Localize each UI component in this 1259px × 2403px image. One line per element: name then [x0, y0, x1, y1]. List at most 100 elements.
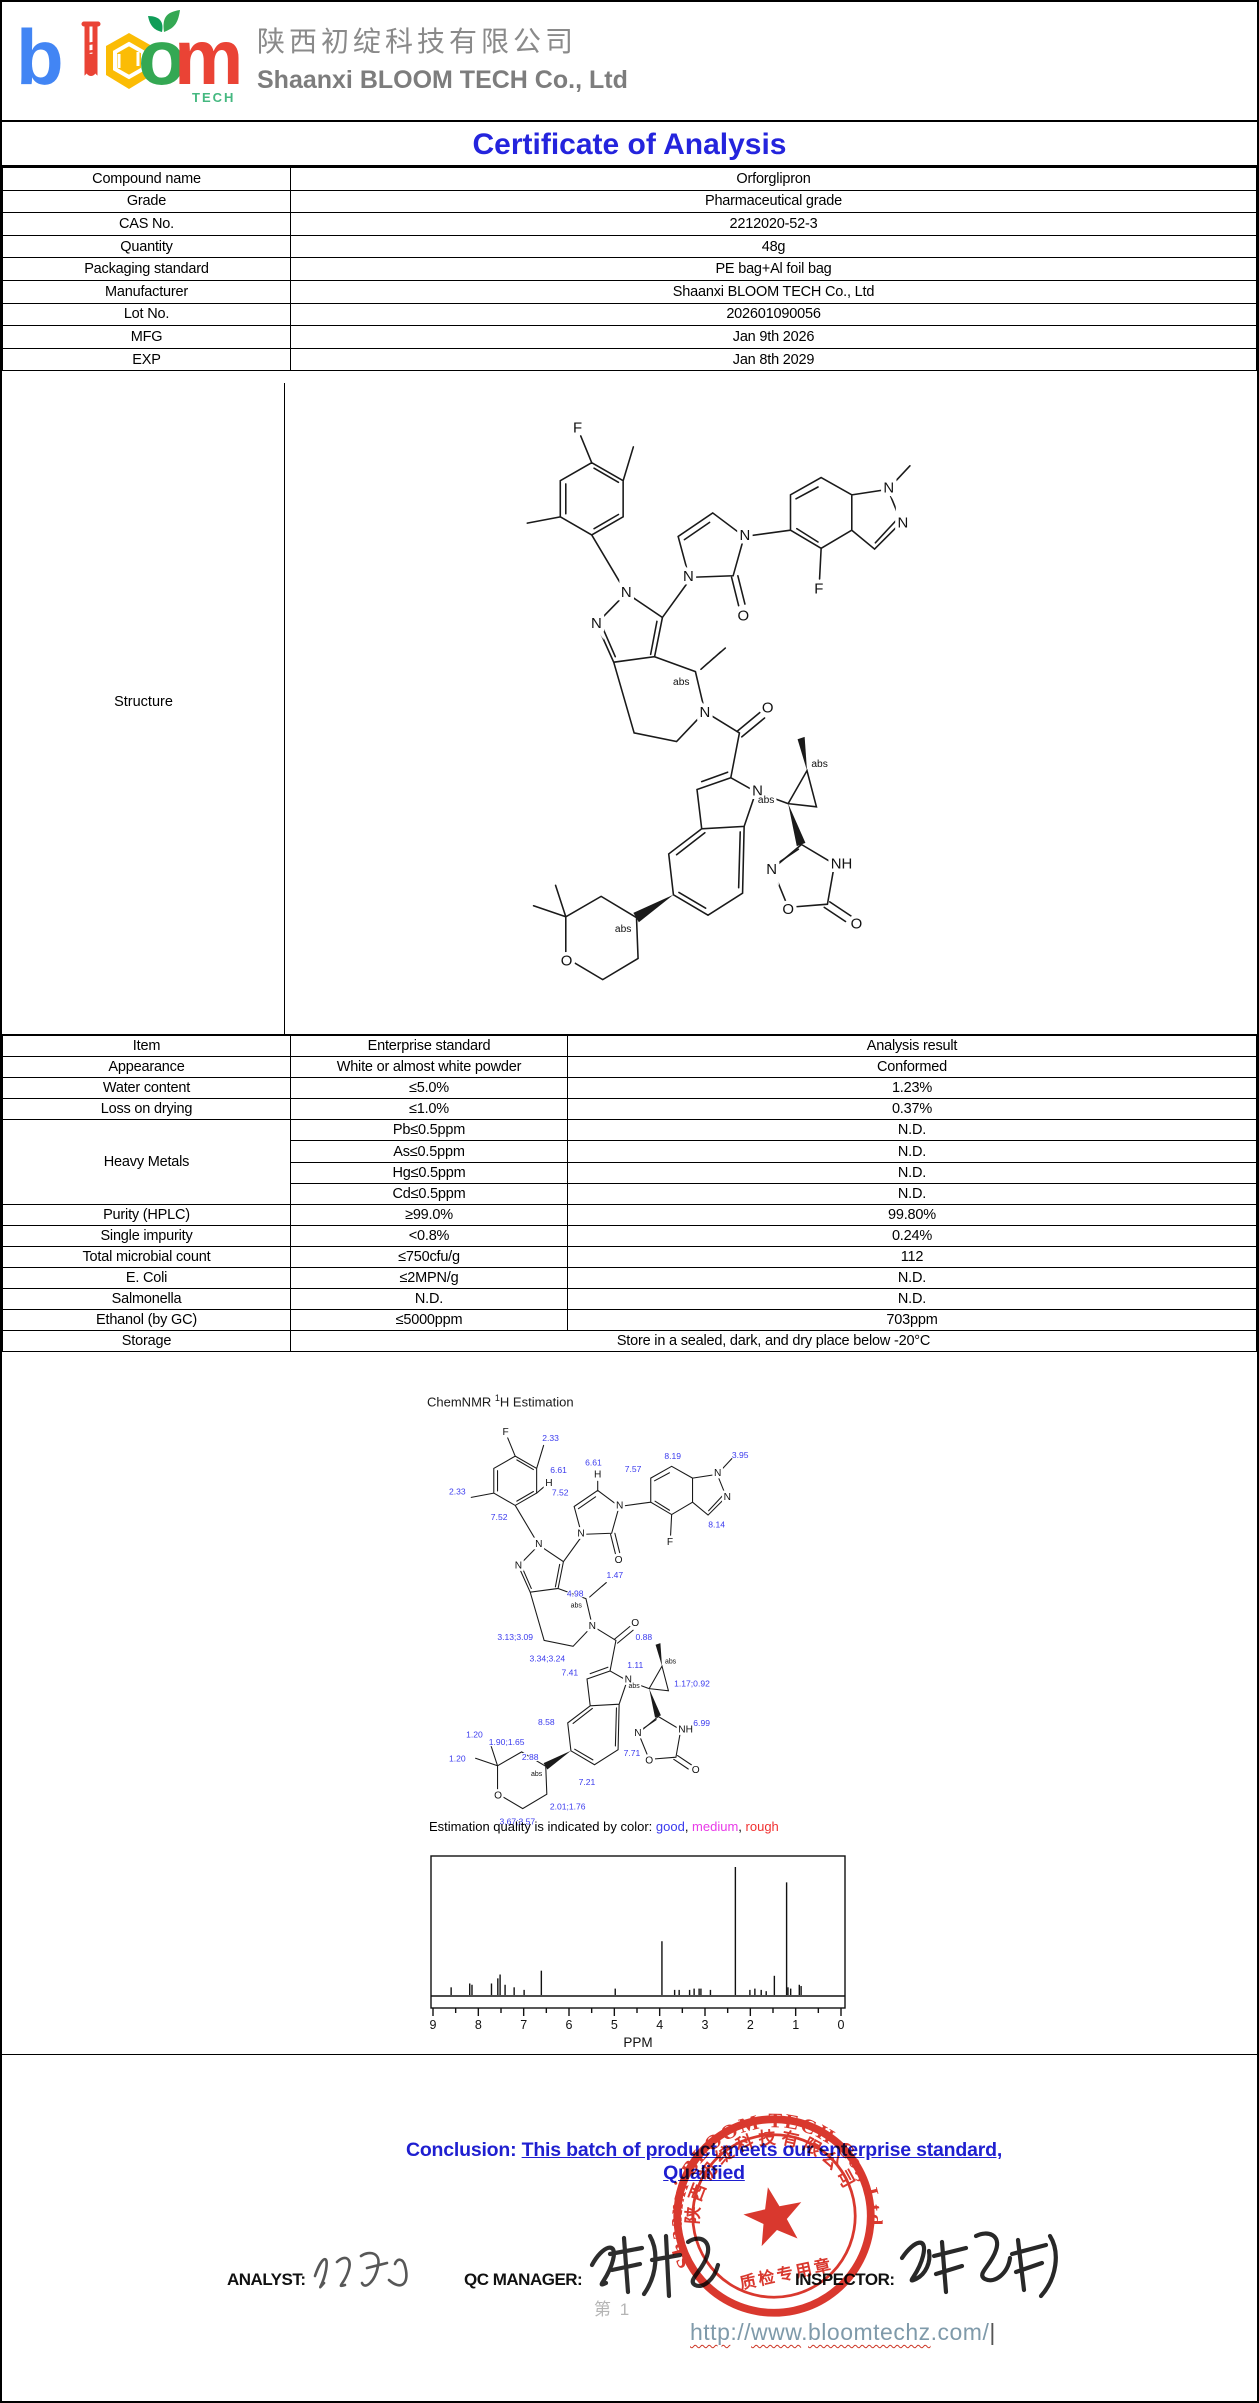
table-row: Quantity 48g	[2, 234, 1257, 259]
nmr-title-pre: ChemNMR	[427, 1394, 495, 1410]
nmr-title-post: H Estimation	[499, 1394, 574, 1410]
company-name-cn: 陕西初绽科技有限公司	[257, 26, 578, 57]
result-cell: N.D.	[567, 1267, 1257, 1290]
svg-text:9: 9	[430, 2018, 437, 2032]
item-cell: Appearance	[2, 1056, 291, 1079]
structure-label-cell: Structure	[2, 383, 285, 1034]
url-part: .com/	[930, 2319, 990, 2345]
svg-text:4: 4	[656, 2018, 663, 2032]
quality-good: good	[655, 1819, 685, 1834]
table-row: Manufacturer Shaanxi BLOOM TECH Co., Ltd	[2, 279, 1257, 304]
info-label: CAS No.	[2, 212, 291, 236]
table-row: Appearance White or almost white powder Co…	[2, 1056, 1257, 1079]
leaf-icon	[148, 10, 180, 32]
info-value: 202601090056	[290, 302, 1257, 327]
footer-url-link[interactable]: http://www.bloomtechz.com/|	[690, 2319, 996, 2346]
page-title: Certificate of Analysis	[472, 128, 787, 161]
standard-cell: Pb≤0.5ppm	[290, 1119, 568, 1142]
conclusion-label: Conclusion:	[405, 2139, 522, 2161]
company-name-en: Shaanxi BLOOM TECH Co., Ltd	[257, 66, 628, 94]
conclusion-section: Conclusion: This batch of product meets …	[2, 2055, 1257, 2399]
info-value: 2212020-52-3	[290, 212, 1257, 236]
logo-letter-m: m	[174, 13, 243, 101]
table-row: Water content ≤5.0% 1.23%	[2, 1077, 1257, 1100]
analysis-table: Item Enterprise standard Analysis result…	[2, 1034, 1257, 1353]
standard-cell: ≤1.0%	[290, 1098, 568, 1121]
structure-row: Structure	[2, 383, 1257, 1035]
standard-cell: N.D.	[290, 1288, 568, 1311]
info-value: Pharmaceutical grade	[290, 189, 1257, 214]
analyst-label: ANALYST:	[227, 2270, 306, 2289]
url-part: .	[801, 2319, 808, 2345]
spectrum-xlabel: PPM	[623, 2035, 652, 2050]
quality-sep: ,	[738, 1819, 746, 1834]
nmr-spectrum-chart: 9 8 7 6 5 4 3 2 1 0 PPM	[430, 1855, 846, 2050]
table-row: Heavy Metals Pb≤0.5ppm N.D.	[2, 1119, 1257, 1205]
table-row: Loss on drying ≤1.0% 0.37%	[2, 1098, 1257, 1121]
info-label: Quantity	[2, 234, 291, 259]
info-value: Shaanxi BLOOM TECH Co., Ltd	[290, 279, 1257, 304]
url-part: bloomtechz	[808, 2319, 931, 2345]
nmr-title: ChemNMR 1H Estimation	[427, 1393, 574, 1409]
estimation-quality-note: Estimation quality is indicated by color…	[429, 1819, 779, 1834]
table-row: Single impurity <0.8% 0.24%	[2, 1224, 1257, 1247]
result-cell: N.D.	[567, 1119, 1257, 1142]
bloom-tech-logo: b o m TECH	[16, 10, 243, 108]
logo-letter-b: b	[16, 13, 64, 101]
storage-value: Store in a sealed, dark, and dry place b…	[290, 1330, 1257, 1353]
col-header-result: Analysis result	[567, 1034, 1257, 1058]
structure-label: Structure	[114, 694, 173, 710]
conclusion-line: Conclusion: This batch of product meets …	[395, 2139, 1013, 2185]
standard-cell: ≤5.0%	[290, 1077, 568, 1100]
header: b o m TECH 陕西初绽科技有限公司 Shaanxi BLOOM TECH…	[2, 2, 1257, 120]
info-value: Jan 8th 2029	[290, 347, 1257, 372]
info-label: Grade	[2, 189, 291, 214]
standard-cell: ≤5000ppm	[290, 1309, 568, 1332]
company-seal-stamp: Shaanxi BLOOM TECH Co., Ltd 陕西初绽科技有限公司 质…	[644, 2089, 889, 2317]
standard-cell: ≥99.0%	[290, 1203, 568, 1226]
item-cell: Total microbial count	[2, 1245, 291, 1269]
standard-cell: White or almost white powder	[290, 1056, 568, 1079]
item-cell: Single impurity	[2, 1224, 291, 1247]
info-value: PE bag+Al foil bag	[290, 257, 1257, 281]
standard-cell: As≤0.5ppm	[290, 1140, 568, 1163]
table-row: EXP Jan 8th 2029	[2, 347, 1257, 372]
svg-text:8: 8	[475, 2018, 482, 2032]
standard-cell: Hg≤0.5ppm	[290, 1161, 568, 1184]
table-row: Hg≤0.5ppm N.D.	[3, 1161, 1257, 1184]
info-label: Packaging standard	[2, 257, 291, 281]
standard-cell: ≤750cfu/g	[290, 1245, 568, 1269]
result-cell: 99.80%	[567, 1203, 1257, 1226]
quality-pre: Estimation quality is indicated by color…	[429, 1819, 656, 1834]
svg-text:2: 2	[747, 2018, 754, 2032]
quality-medium: medium	[692, 1819, 739, 1834]
result-cell: 1.23%	[567, 1077, 1257, 1100]
stamp-bottom-text: 质检专用章	[738, 2255, 835, 2293]
standard-cell: ≤2MPN/g	[290, 1267, 568, 1290]
item-cell: Ethanol (by GC)	[2, 1309, 291, 1332]
table-row: Salmonella N.D. N.D.	[2, 1288, 1257, 1311]
table-row: As≤0.5ppm N.D.	[3, 1140, 1257, 1163]
inspector-signature	[899, 2231, 1058, 2299]
test-tube-icon	[81, 21, 101, 77]
result-cell: N.D.	[567, 1161, 1257, 1184]
item-cell: Loss on drying	[2, 1098, 291, 1121]
svg-text:5: 5	[611, 2018, 618, 2032]
table-row: Purity (HPLC) ≥99.0% 99.80%	[2, 1203, 1257, 1226]
table-row: Total microbial count ≤750cfu/g 112	[2, 1245, 1257, 1269]
heavy-metals-label: Heavy Metals	[2, 1119, 291, 1205]
nmr-section: ChemNMR 1H Estimation Estimation quality…	[2, 1387, 1257, 2055]
analyst-signature	[313, 2251, 408, 2289]
result-cell: 0.24%	[567, 1224, 1257, 1247]
info-table: Compound name Orforglipron Grade Pharmaceu…	[2, 167, 1257, 372]
table-row: Storage Store in a sealed, dark, and dry …	[2, 1330, 1257, 1353]
table-row: CAS No. 2212020-52-3	[2, 212, 1257, 236]
url-part: http	[690, 2319, 731, 2345]
result-cell: N.D.	[567, 1140, 1257, 1163]
item-cell: Purity (HPLC)	[2, 1203, 291, 1226]
quality-rough: rough	[745, 1819, 779, 1834]
table-row: E. Coli ≤2MPN/g N.D.	[2, 1267, 1257, 1290]
info-label: MFG	[2, 325, 291, 349]
svg-text:1: 1	[792, 2018, 799, 2032]
info-label: Lot No.	[2, 302, 291, 327]
